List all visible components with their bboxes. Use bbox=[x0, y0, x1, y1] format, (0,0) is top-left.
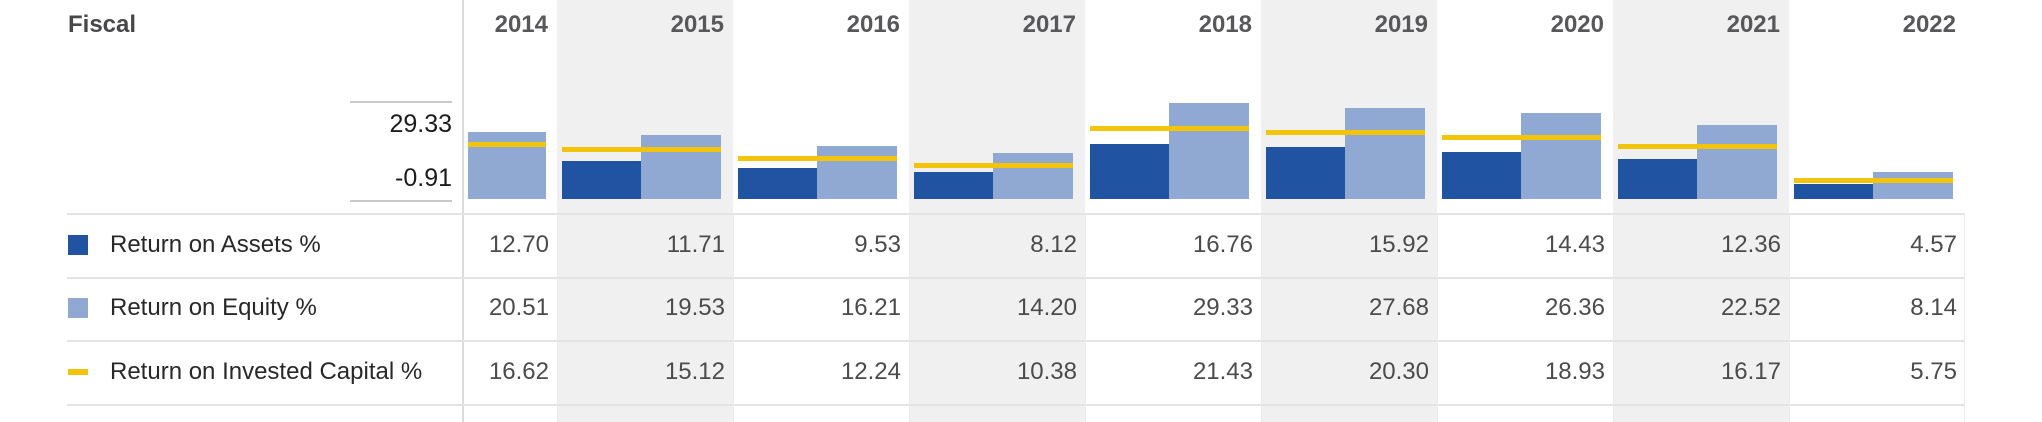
cell-border-0 bbox=[557, 213, 558, 422]
roe-bar-2021 bbox=[1697, 125, 1777, 199]
roe-bar-2016 bbox=[817, 145, 897, 199]
roe-bar-2022 bbox=[1873, 172, 1953, 199]
column-stripe-2015 bbox=[557, 0, 733, 422]
label-column-divider bbox=[462, 0, 464, 422]
value-cell-2015-row2: 15.12 bbox=[664, 358, 725, 385]
value-cell-2018-row0: 16.76 bbox=[1192, 231, 1253, 258]
cell-border-6 bbox=[1613, 213, 1614, 422]
value-cell-2017-row0: 8.12 bbox=[1030, 231, 1077, 258]
value-cell-2020-row2: 18.93 bbox=[1544, 358, 1605, 385]
cell-border-7 bbox=[1789, 213, 1790, 422]
roic-line-2014 bbox=[468, 142, 546, 148]
roic-line-2019 bbox=[1266, 130, 1425, 136]
roa-bar-2018 bbox=[1090, 144, 1169, 199]
roa-legend-label[interactable]: Return on Assets % bbox=[110, 231, 321, 258]
value-cell-2022-row2: 5.75 bbox=[1910, 358, 1957, 385]
row-border-3 bbox=[67, 404, 1965, 406]
roa-legend-swatch-icon[interactable] bbox=[68, 235, 88, 255]
value-cell-2018-row1: 29.33 bbox=[1192, 294, 1253, 321]
value-cell-2019-row2: 20.30 bbox=[1368, 358, 1429, 385]
value-cell-2021-row1: 22.52 bbox=[1720, 294, 1781, 321]
value-cell-2020-row0: 14.43 bbox=[1544, 231, 1605, 258]
cell-border-4 bbox=[1261, 213, 1262, 422]
value-cell-2019-row0: 15.92 bbox=[1368, 231, 1429, 258]
value-cell-2018-row2: 21.43 bbox=[1192, 358, 1253, 385]
year-header-2021: 2021 bbox=[1726, 11, 1780, 38]
value-cell-2015-row1: 19.53 bbox=[664, 294, 725, 321]
column-stripe-2017 bbox=[909, 0, 1085, 422]
row-border-2 bbox=[67, 340, 1965, 342]
roe-legend-swatch-icon[interactable] bbox=[68, 298, 88, 318]
roa-bar-2021 bbox=[1618, 158, 1697, 199]
roa-bar-2022 bbox=[1794, 184, 1873, 199]
axis-max-label: 29.33 bbox=[389, 110, 452, 138]
roic-line-2016 bbox=[738, 156, 897, 162]
value-cell-2016-row0: 9.53 bbox=[854, 231, 901, 258]
value-cell-2015-row0: 11.71 bbox=[666, 231, 725, 258]
roic-line-2018 bbox=[1090, 126, 1249, 132]
roe-bar-2020 bbox=[1521, 112, 1601, 199]
roa-bar-2015 bbox=[562, 160, 641, 199]
value-cell-2016-row1: 16.21 bbox=[840, 294, 901, 321]
value-cell-2014-row0: 12.70 bbox=[488, 231, 549, 258]
row-border-0 bbox=[67, 213, 1965, 215]
value-cell-2017-row2: 10.38 bbox=[1016, 358, 1077, 385]
value-cell-2019-row1: 27.68 bbox=[1368, 294, 1429, 321]
cell-border-8 bbox=[1964, 213, 1965, 422]
column-stripe-2019 bbox=[1261, 0, 1437, 422]
roic-line-2020 bbox=[1442, 134, 1601, 140]
axis-min-label: -0.91 bbox=[395, 164, 452, 192]
roa-bar-2020 bbox=[1442, 151, 1521, 199]
roe-bar-2015 bbox=[641, 135, 721, 199]
roe-bar-2019 bbox=[1345, 108, 1425, 199]
year-header-2022: 2022 bbox=[1902, 11, 1956, 38]
year-header-2017: 2017 bbox=[1022, 11, 1076, 38]
column-stripe-2021 bbox=[1613, 0, 1789, 422]
axis-max-rule bbox=[350, 101, 452, 103]
year-header-2014: 2014 bbox=[494, 11, 548, 38]
roe-bar-2017 bbox=[993, 152, 1073, 199]
roic-legend-label[interactable]: Return on Invested Capital % bbox=[110, 358, 423, 385]
row-border-1 bbox=[67, 277, 1965, 279]
value-cell-2014-row2: 16.62 bbox=[488, 358, 549, 385]
roic-line-2021 bbox=[1618, 143, 1777, 149]
cell-border-2 bbox=[909, 213, 910, 422]
roic-line-2015 bbox=[562, 147, 721, 152]
roe-bar-2018 bbox=[1169, 103, 1249, 199]
roic-line-2017 bbox=[914, 162, 1073, 168]
value-cell-2017-row1: 14.20 bbox=[1016, 294, 1077, 321]
value-cell-2022-row1: 8.14 bbox=[1910, 294, 1957, 321]
roe-legend-label[interactable]: Return on Equity % bbox=[110, 294, 317, 321]
value-cell-2021-row0: 12.36 bbox=[1720, 231, 1781, 258]
roa-bar-2019 bbox=[1266, 146, 1345, 199]
cell-border-1 bbox=[733, 213, 734, 422]
year-header-2020: 2020 bbox=[1550, 11, 1604, 38]
value-cell-2022-row0: 4.57 bbox=[1910, 231, 1957, 258]
roa-bar-2017 bbox=[914, 172, 993, 199]
value-cell-2021-row2: 16.17 bbox=[1720, 358, 1781, 385]
roic-line-2022 bbox=[1794, 177, 1953, 183]
year-header-2016: 2016 bbox=[846, 11, 900, 38]
value-cell-2014-row1: 20.51 bbox=[488, 294, 549, 321]
year-header-2019: 2019 bbox=[1374, 11, 1428, 38]
year-header-2018: 2018 bbox=[1198, 11, 1252, 38]
value-cell-2016-row2: 12.24 bbox=[840, 358, 901, 385]
roa-bar-2016 bbox=[738, 167, 817, 199]
year-header-2015: 2015 bbox=[670, 11, 724, 38]
cell-border-5 bbox=[1437, 213, 1438, 422]
axis-min-rule bbox=[350, 200, 452, 202]
cell-border-3 bbox=[1085, 213, 1086, 422]
fiscal-header-label: Fiscal bbox=[68, 11, 137, 38]
roic-legend-dash-icon[interactable] bbox=[68, 369, 88, 375]
value-cell-2020-row1: 26.36 bbox=[1544, 294, 1605, 321]
